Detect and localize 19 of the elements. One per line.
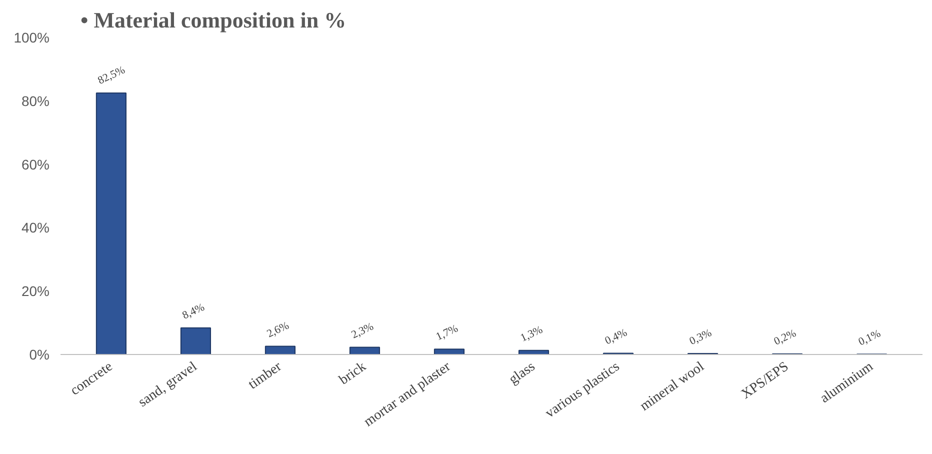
- y-tick-label: 100%: [14, 30, 50, 46]
- y-tick-label: 40%: [21, 220, 50, 236]
- data-label: 1,7%: [434, 322, 460, 344]
- y-tick-label: 80%: [21, 92, 50, 109]
- data-label: 0,1%: [856, 328, 883, 348]
- x-tick-label: brick: [336, 359, 370, 388]
- chart-title: • Material composition in %: [80, 8, 346, 32]
- data-label: 8,4%: [180, 301, 206, 322]
- data-label: 82,5%: [96, 64, 127, 87]
- data-label: 0,4%: [603, 326, 630, 348]
- data-label: 0,3%: [688, 326, 714, 348]
- data-label: 2,6%: [265, 320, 291, 340]
- data-label: 1,3%: [518, 324, 545, 344]
- data-label: 2,3%: [350, 320, 376, 342]
- x-tick-label: glass: [506, 359, 538, 388]
- y-tick-label: 20%: [21, 283, 50, 300]
- data-label: 0,2%: [772, 327, 798, 348]
- y-tick-label: 60%: [21, 156, 50, 172]
- y-tick-label: 0%: [29, 346, 50, 362]
